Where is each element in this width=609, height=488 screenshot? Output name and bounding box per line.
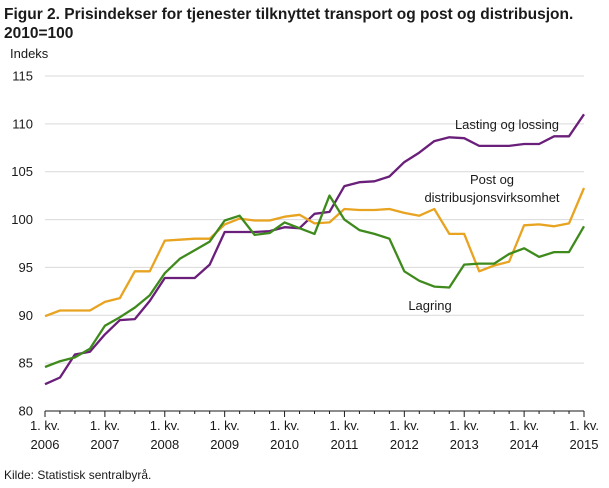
series-annotation: Post og	[470, 172, 514, 187]
x-tick-label: 2015	[570, 437, 599, 452]
y-tick-label: 85	[19, 356, 33, 371]
y-tick-label: 110	[12, 116, 33, 131]
series-annotation: Lagring	[408, 298, 451, 313]
y-tick-label: 105	[11, 164, 33, 179]
x-tick-label: 2011	[330, 437, 358, 452]
y-tick-label: 80	[19, 404, 33, 419]
series-line-0	[44, 113, 585, 386]
chart-title: Figur 2. Prisindekser for tjenester tilk…	[4, 6, 574, 42]
y-tick-label: 90	[19, 308, 33, 323]
series-annotation: Lasting og lossing	[455, 117, 559, 132]
series-line-1	[44, 187, 586, 318]
series-lines	[44, 113, 586, 386]
y-tick-label: 115	[12, 69, 33, 84]
x-tick-label: 1. kv.	[150, 418, 180, 433]
x-tick-label: 2006	[31, 437, 60, 452]
source-note: Kilde: Statistisk sentralbyrå.	[4, 468, 152, 482]
x-tick-label: 1. kv.	[569, 418, 599, 433]
x-tick-label: 1. kv.	[270, 418, 300, 433]
x-tick-label: 2009	[210, 437, 239, 452]
x-tick-label: 1. kv.	[329, 418, 359, 433]
x-tick-label: 1. kv.	[509, 418, 539, 433]
y-tick-label: 100	[11, 212, 33, 227]
series-line-2	[44, 194, 585, 369]
x-tick-label: 1. kv.	[449, 418, 479, 433]
series-annotations: Lasting og lossing Post og distribusjonsvi…	[408, 117, 560, 313]
x-tick-label: 2013	[450, 437, 479, 452]
series-annotation: distribusjonsvirksomhet	[424, 190, 559, 205]
x-axis: 1. kv. 2006 1. kv. 2007 1. kv. 2008 1. kv. 2009…	[30, 410, 599, 452]
x-tick-label: 2007	[90, 437, 119, 452]
x-tick-label: 2014	[510, 437, 539, 452]
x-tick-label: 1. kv.	[90, 418, 120, 433]
x-tick-label: 1. kv.	[30, 418, 60, 433]
y-axis-label: Indeks	[10, 46, 49, 61]
x-tick-label: 2012	[390, 437, 419, 452]
y-tick-label: 95	[19, 260, 33, 275]
x-tick-label: 1. kv.	[210, 418, 240, 433]
x-tick-label: 2008	[150, 437, 179, 452]
x-tick-label: 1. kv.	[389, 418, 419, 433]
y-tick-labels: 80 85 90 95 100 105 110 115	[11, 69, 33, 419]
x-tick-label: 2010	[270, 437, 299, 452]
